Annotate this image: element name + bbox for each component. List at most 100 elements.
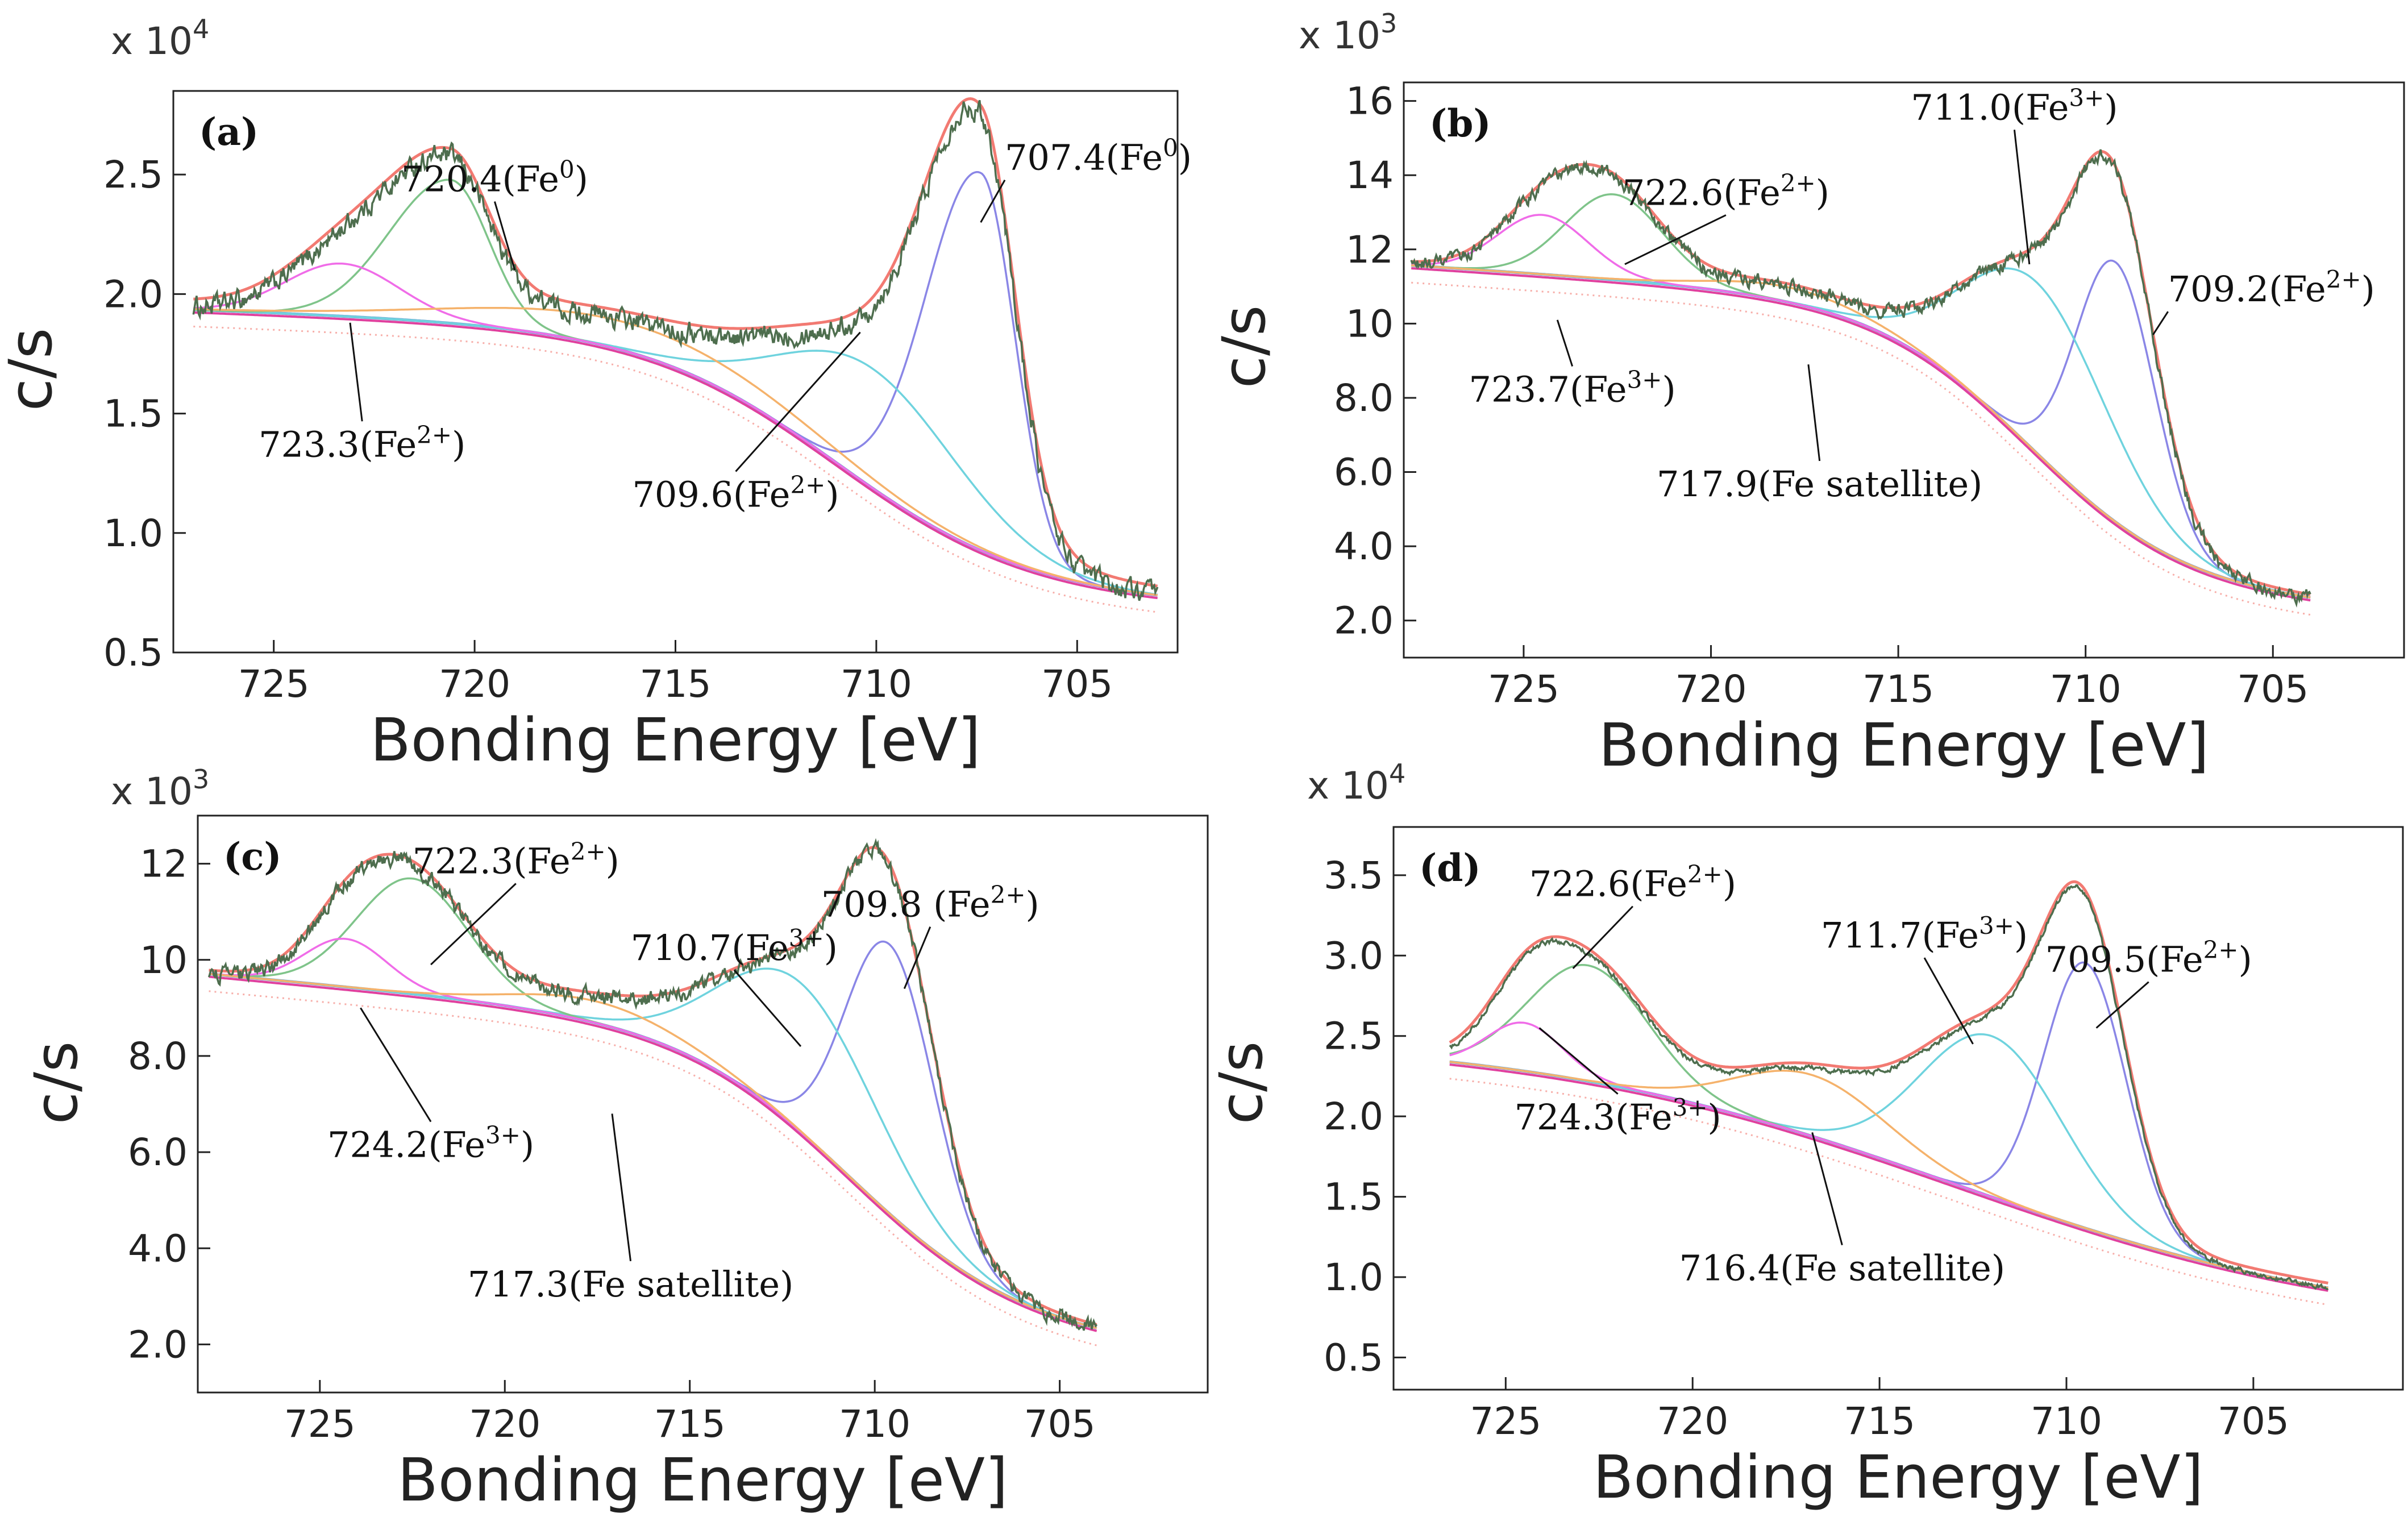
- x-tick-label: 705: [2218, 1399, 2289, 1443]
- peak-annotation: 717.3(Fe satellite): [468, 1263, 793, 1305]
- annotation-leader-line: [430, 883, 517, 966]
- annotation-leader-line: [733, 969, 802, 1047]
- x-tick-label: 720: [1657, 1399, 1728, 1443]
- y-tick-label: 10: [1346, 302, 1394, 346]
- plot-frame: [1392, 826, 2404, 1391]
- annotation-leader-line: [1556, 319, 1574, 367]
- peak-annotation: 723.3(Fe2+): [259, 421, 465, 465]
- y-tick-label: 3.5: [1324, 854, 1383, 897]
- x-axis-title: Bonding Energy [eV]: [397, 1445, 1008, 1515]
- annotation-leader-line: [1538, 1027, 1619, 1095]
- y-tick-label: 0.5: [1324, 1336, 1383, 1379]
- peak-annotation: 711.0(Fe3+): [1911, 84, 2118, 128]
- residual-line: [209, 990, 1097, 1346]
- x-tick-label: 705: [1041, 662, 1113, 706]
- y-tick-label: 1.5: [1324, 1175, 1383, 1219]
- peak-annotation: 709.8 (Fe2+): [821, 881, 1039, 925]
- fit-envelope-line: [193, 97, 1158, 588]
- plot-frame: [197, 814, 1209, 1394]
- chart-panel-2: 725 720 715 710 705 2.0 4.0 6.0 8.0 10 12 Bonding E…: [22, 764, 1209, 1515]
- component-peak-717.3-4: [209, 972, 1097, 1329]
- x-tick-label: 720: [439, 662, 510, 706]
- annotation-leader-line: [1811, 1132, 1843, 1246]
- annotation-leader-line: [2013, 130, 2031, 265]
- annotation-leader-line: [611, 1113, 632, 1262]
- annotation-leader-line: [735, 331, 861, 472]
- x-tick-label: 705: [2237, 667, 2309, 711]
- annotation-leader-line: [360, 1007, 432, 1123]
- y-multiplier: x 104: [1307, 758, 1405, 808]
- x-tick-label: 705: [1024, 1402, 1096, 1446]
- x-tick-label: 710: [841, 662, 912, 706]
- residual-line: [1449, 1078, 2328, 1306]
- raw-spectrum-line: [1449, 884, 2329, 1291]
- component-peak-709.6-1: [193, 309, 1158, 596]
- y-tick-label: 8.0: [128, 1034, 188, 1078]
- peak-annotation: 723.7(Fe3+): [1469, 365, 1676, 410]
- y-axis-title: c/s: [0, 328, 65, 411]
- x-tick-label: 710: [2050, 667, 2122, 711]
- component-peak-extra-4: [193, 306, 1158, 596]
- component-peak-709.2-0: [1411, 259, 2311, 598]
- peak-annotation: 709.2(Fe2+): [2168, 265, 2375, 310]
- peak-annotation: 707.4(Fe0): [1005, 134, 1192, 178]
- y-tick-label: 1.5: [103, 392, 163, 436]
- peak-annotation: 716.4(Fe satellite): [1679, 1248, 2005, 1289]
- peak-annotation: 722.6(Fe2+): [1623, 169, 1829, 213]
- y-tick-label: 3.0: [1324, 934, 1383, 978]
- peak-annotation: 722.6(Fe2+): [1529, 861, 1736, 905]
- y-tick-label: 2.5: [103, 153, 163, 197]
- peak-annotation: 709.5(Fe2+): [2045, 936, 2252, 980]
- y-tick-label: 6.0: [128, 1130, 188, 1174]
- peak-annotation: 724.3(Fe3+): [1515, 1094, 1721, 1138]
- y-tick-label: 12: [140, 842, 188, 886]
- component-peak-723.3-3: [193, 262, 1158, 597]
- y-tick-label: 4.0: [1334, 525, 1394, 568]
- y-tick-label: 2.0: [128, 1323, 188, 1366]
- annotation-leader-line: [980, 179, 1006, 223]
- annotation-leader-line: [494, 201, 516, 271]
- x-axis-title: Bonding Energy [eV]: [1593, 1443, 2203, 1512]
- plot-frame: [1403, 81, 2405, 659]
- raw-spectrum-line: [1410, 149, 2311, 608]
- y-axis-title: c/s: [1209, 305, 1279, 388]
- y-tick-label: 6.0: [1334, 451, 1394, 494]
- y-multiplier: x 104: [111, 14, 209, 63]
- x-tick-label: 725: [1470, 1399, 1541, 1443]
- y-tick-label: 2.5: [1324, 1015, 1383, 1058]
- panel-label: (c): [223, 834, 282, 879]
- y-tick-label: 2.0: [103, 272, 163, 316]
- background-line: [1411, 267, 2311, 602]
- y-axis-title: c/s: [22, 1041, 91, 1124]
- background-line: [193, 311, 1158, 600]
- x-tick-label: 720: [1675, 667, 1747, 711]
- peak-annotation: 720.4(Fe0): [401, 156, 588, 200]
- background-line: [209, 975, 1097, 1332]
- annotation-leader-line: [1624, 214, 1727, 265]
- x-tick-label: 725: [238, 662, 310, 706]
- peak-annotation: 710.7(Fe3+): [631, 924, 838, 968]
- annotation-leader-line: [1572, 905, 1634, 969]
- y-multiplier: x 103: [1299, 8, 1397, 57]
- component-peak-716.4-4: [1449, 1061, 2328, 1289]
- y-tick-label: 12: [1346, 228, 1394, 272]
- curves: [1410, 149, 2311, 616]
- x-tick-label: 710: [839, 1402, 910, 1446]
- y-tick-label: 1.0: [103, 512, 163, 555]
- x-tick-label: 710: [2031, 1399, 2102, 1443]
- annotation-leader-line: [349, 322, 363, 422]
- y-tick-label: 2.0: [1324, 1095, 1383, 1138]
- x-axis-title: Bonding Energy [eV]: [1599, 710, 2209, 780]
- raw-spectrum-line: [207, 838, 1098, 1331]
- peak-annotation: 724.2(Fe3+): [327, 1121, 534, 1166]
- y-multiplier: x 103: [111, 764, 209, 813]
- y-axis-title: c/s: [1207, 1041, 1276, 1124]
- annotation-leader-line: [2095, 981, 2149, 1029]
- y-tick-label: 10: [140, 938, 188, 982]
- peak-annotation: 722.3(Fe2+): [413, 838, 619, 882]
- peak-annotation: 709.6(Fe2+): [632, 471, 839, 516]
- x-tick-label: 725: [1488, 667, 1559, 711]
- panel-label: (d): [1419, 846, 1481, 890]
- component-peak-717.9-4: [1411, 264, 2311, 598]
